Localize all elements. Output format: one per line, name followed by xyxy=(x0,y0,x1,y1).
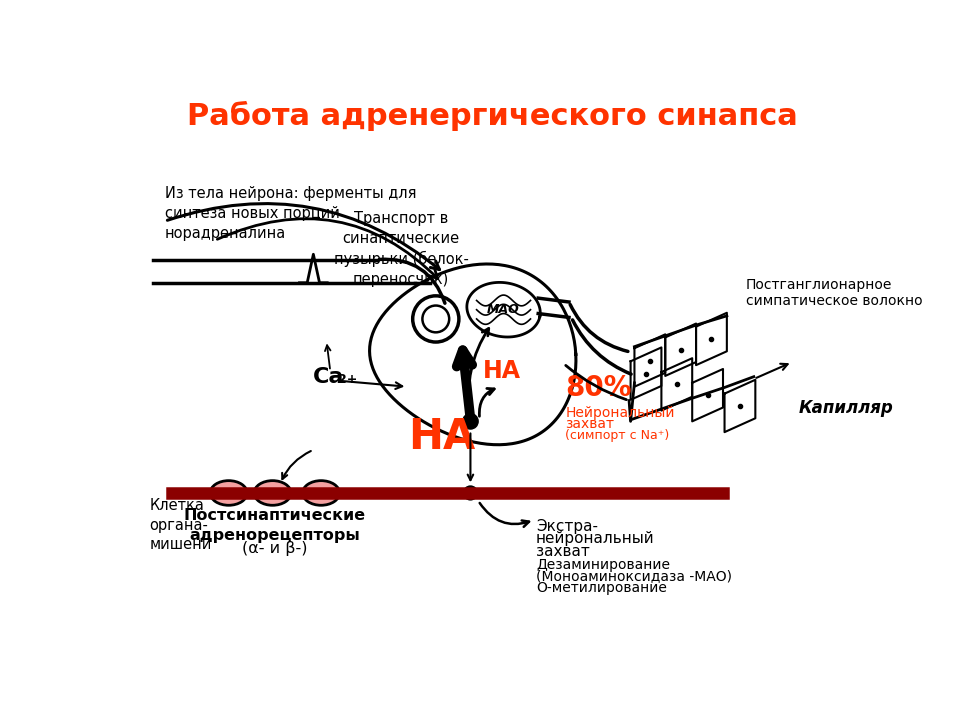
Text: 2+: 2+ xyxy=(338,373,357,386)
Text: Экстра-: Экстра- xyxy=(536,519,598,534)
Text: (симпорт с Na⁺): (симпорт с Na⁺) xyxy=(565,429,669,442)
Text: нейрональный: нейрональный xyxy=(536,531,655,546)
Text: (α- и β-): (α- и β-) xyxy=(242,541,307,556)
Text: НА: НА xyxy=(483,359,520,383)
Text: Из тела нейрона: ферменты для
синтеза новых порций
норадреналина: Из тела нейрона: ферменты для синтеза но… xyxy=(165,186,417,241)
Text: О-метилирование: О-метилирование xyxy=(536,581,667,595)
Text: НА: НА xyxy=(408,415,475,458)
Text: Нейрональный: Нейрональный xyxy=(565,406,675,420)
Ellipse shape xyxy=(254,481,291,505)
Text: Клетка
органа-
мишени: Клетка органа- мишени xyxy=(150,498,212,552)
Text: захват: захват xyxy=(536,544,589,559)
Text: Постсинаптические
адренорецепторы: Постсинаптические адренорецепторы xyxy=(183,508,366,543)
Text: МАО: МАО xyxy=(487,303,520,316)
Text: захват: захват xyxy=(565,418,614,431)
Circle shape xyxy=(463,414,478,429)
Text: Дезаминирование: Дезаминирование xyxy=(536,557,670,572)
Text: Транспорт в
синаптические
пузырьки (белок-
переносчик): Транспорт в синаптические пузырьки (бело… xyxy=(334,211,468,287)
Circle shape xyxy=(464,486,477,500)
Ellipse shape xyxy=(302,481,340,505)
Text: 80%: 80% xyxy=(565,374,632,402)
Text: Постганглионарное
симпатическое волокно: Постганглионарное симпатическое волокно xyxy=(746,278,923,308)
Text: (Моноаминоксидаза -МАО): (Моноаминоксидаза -МАО) xyxy=(536,570,732,583)
Text: Капилляр: Капилляр xyxy=(799,400,893,418)
Ellipse shape xyxy=(210,481,247,505)
Text: Ca: Ca xyxy=(313,367,345,387)
Text: Работа адренергического синапса: Работа адренергического синапса xyxy=(186,101,798,131)
